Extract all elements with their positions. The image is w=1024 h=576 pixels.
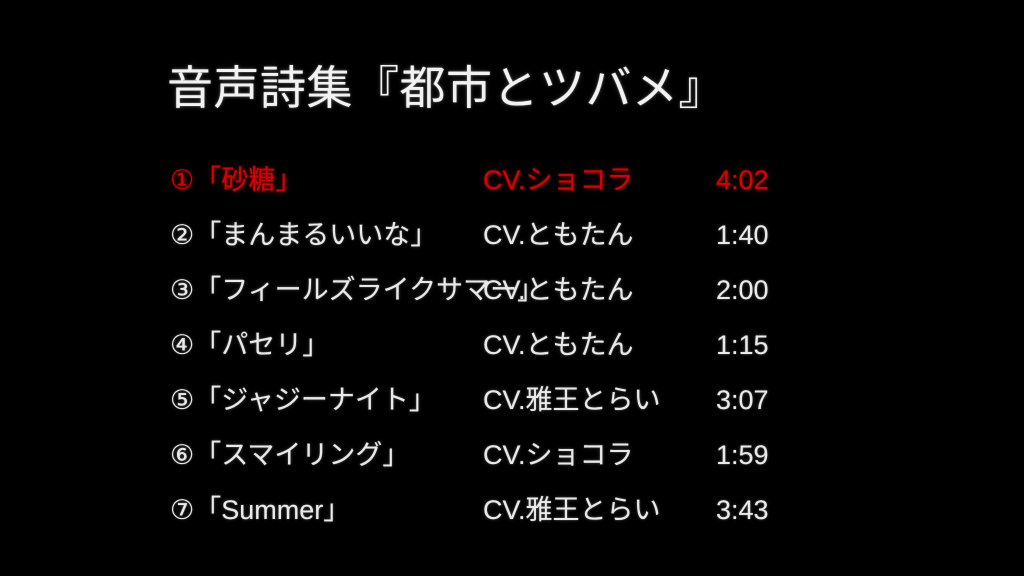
track-duration: 2:00 [716, 275, 769, 305]
track-title: ⑥「スマイリング」 [170, 440, 410, 470]
track-title: ①「砂糖」 [170, 165, 303, 195]
track-title: ⑤「ジャジーナイト」 [170, 385, 436, 415]
track-cv: CV.ショコラ [483, 165, 634, 195]
track-title: ④「パセリ」 [170, 330, 330, 360]
table-row: ③「フィールズライクサマー」 CV.ともたん 2:00 [0, 272, 1024, 327]
track-cv: CV.ともたん [483, 330, 634, 360]
track-title: ②「まんまるいいな」 [170, 220, 438, 250]
table-row: ⑦「Summer」 CV.雅王とらい 3:43 [0, 492, 1024, 547]
track-cv: CV.ともたん [483, 275, 634, 305]
table-row: ⑥「スマイリング」 CV.ショコラ 1:59 [0, 437, 1024, 492]
track-duration: 3:07 [716, 385, 769, 415]
page-title: 音声詩集『都市とツバメ』 [167, 62, 725, 114]
tracklist: ①「砂糖」 CV.ショコラ 4:02 ②「まんまるいいな」 CV.ともたん 1:… [0, 162, 1024, 547]
track-duration: 1:15 [716, 330, 769, 360]
track-duration: 3:43 [716, 495, 769, 525]
track-cv: CV.ショコラ [483, 440, 634, 470]
track-cv: CV.ともたん [483, 220, 634, 250]
table-row: ②「まんまるいいな」 CV.ともたん 1:40 [0, 217, 1024, 272]
track-title: ⑦「Summer」 [170, 495, 351, 525]
table-row: ①「砂糖」 CV.ショコラ 4:02 [0, 162, 1024, 217]
track-duration: 1:40 [716, 220, 769, 250]
table-row: ④「パセリ」 CV.ともたん 1:15 [0, 327, 1024, 382]
table-row: ⑤「ジャジーナイト」 CV.雅王とらい 3:07 [0, 382, 1024, 437]
track-cv: CV.雅王とらい [483, 385, 661, 415]
track-title: ③「フィールズライクサマー」 [170, 275, 545, 305]
track-duration: 4:02 [716, 165, 769, 195]
track-duration: 1:59 [716, 440, 769, 470]
track-cv: CV.雅王とらい [483, 495, 661, 525]
